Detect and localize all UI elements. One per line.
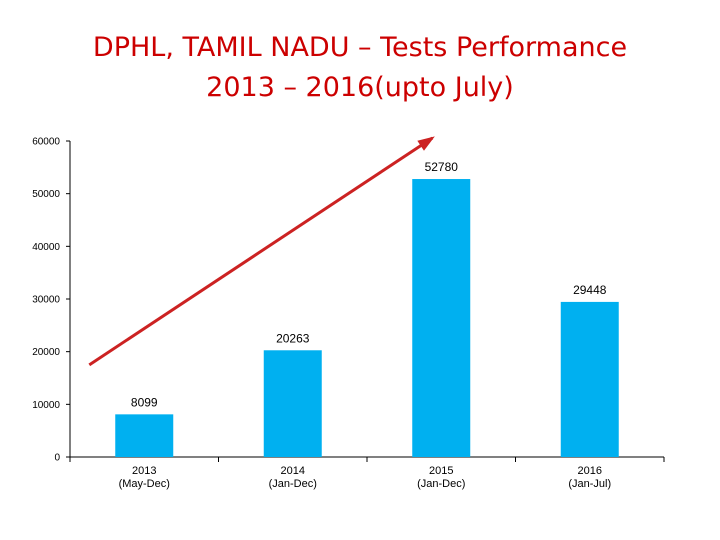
y-tick-label: 50000 [32,189,60,200]
x-category-label: (Jan-Dec) [269,478,317,490]
x-category-label: 2016 [578,465,602,477]
data-label: 52780 [425,160,459,174]
y-tick-label: 20000 [32,347,60,358]
y-tick-label: 40000 [32,242,60,253]
y-tick-label: 60000 [32,137,60,148]
x-category-label: 2014 [281,465,305,477]
x-category-label: (May-Dec) [119,478,170,490]
bar [263,350,322,457]
x-category-label: (Jan-Jul) [568,478,611,490]
bar [115,414,174,457]
y-tick-label: 30000 [32,295,60,306]
bar [412,179,471,457]
data-label: 20263 [276,331,310,345]
y-tick-label: 10000 [32,400,60,411]
title-line-1: DPHL, TAMIL NADU – Tests Performance [92,32,628,63]
title-line-2: 2013 – 2016(upto July) [206,72,514,103]
y-tick-label: 0 [54,453,60,464]
x-category-label: 2015 [429,465,453,477]
data-label: 8099 [131,395,158,409]
bar [560,301,619,457]
data-label: 29448 [573,283,607,297]
trend-arrow-head [417,136,435,151]
chart-title: DPHL, TAMIL NADU – Tests Performance 201… [0,28,720,108]
x-category-label: 2013 [132,465,156,477]
x-category-label: (Jan-Dec) [417,478,465,490]
trend-arrow-line [88,136,434,367]
